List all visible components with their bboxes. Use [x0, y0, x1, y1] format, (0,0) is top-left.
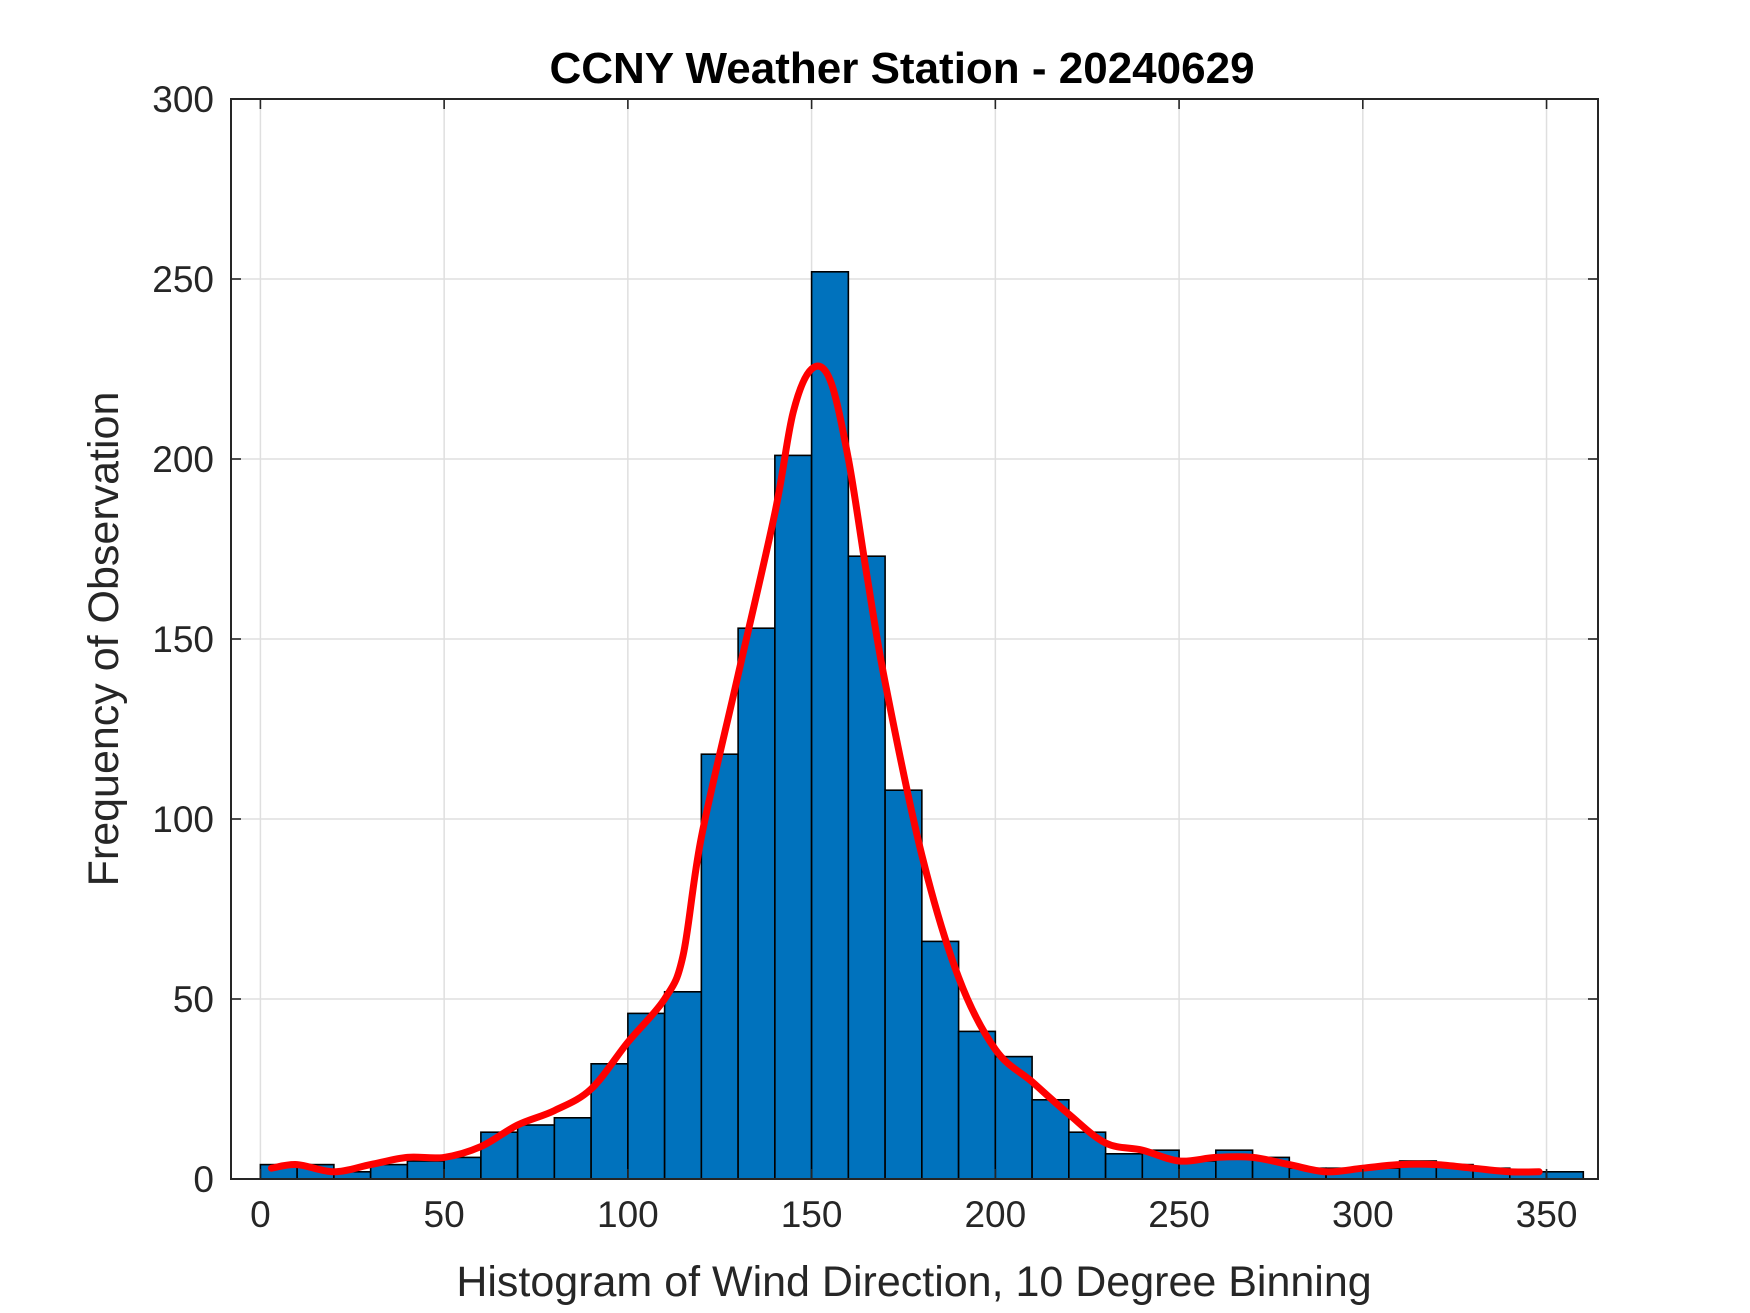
y-tick-label: 200: [152, 439, 214, 480]
histogram-bar: [884, 789, 923, 1180]
x-tick-label: 250: [1148, 1194, 1210, 1235]
histogram-bar: [443, 1156, 482, 1180]
histogram-bar: [957, 1030, 997, 1180]
histogram-bar: [553, 1117, 592, 1180]
fit-line: [267, 362, 1543, 1176]
x-axis-label: Histogram of Wind Direction, 10 Degree B…: [456, 1258, 1371, 1306]
x-tick-label: 150: [781, 1194, 843, 1235]
y-tick-label: 250: [152, 259, 214, 300]
chart-title: CCNY Weather Station - 20240629: [549, 44, 1254, 93]
y-tick-label: 300: [152, 79, 214, 120]
histogram-bar: [516, 1124, 556, 1180]
x-tick-label: 300: [1332, 1194, 1394, 1235]
y-tick-label: 150: [152, 619, 214, 660]
histogram-bar: [737, 627, 776, 1180]
x-tick-label: 100: [597, 1194, 659, 1235]
y-tick-label: 50: [173, 979, 214, 1020]
y-tick-label: 0: [193, 1159, 214, 1200]
x-tick-label: 200: [964, 1194, 1026, 1235]
histogram-bar: [1104, 1153, 1144, 1180]
grid: [231, 98, 1598, 1180]
axis-ticks: 0 50 100 150 200 250 300 350 0 50 100 150 200 250 300: [152, 79, 1598, 1235]
x-tick-label: 50: [424, 1194, 465, 1235]
histogram-bars: [259, 270, 1585, 1180]
histogram-bar: [406, 1160, 445, 1180]
histogram-bar: [1545, 1171, 1585, 1180]
x-tick-label: 0: [250, 1194, 271, 1235]
y-tick-label: 100: [152, 799, 214, 840]
x-tick-label: 350: [1516, 1194, 1578, 1235]
histogram-bar: [774, 454, 813, 1180]
histogram-bar: [921, 940, 960, 1180]
histogram-bar: [700, 753, 739, 1180]
y-axis-label: Frequency of Observation: [80, 392, 128, 887]
fit-curve: [267, 362, 1543, 1176]
histogram-bar: [810, 270, 850, 1180]
histogram-bar: [663, 990, 703, 1180]
